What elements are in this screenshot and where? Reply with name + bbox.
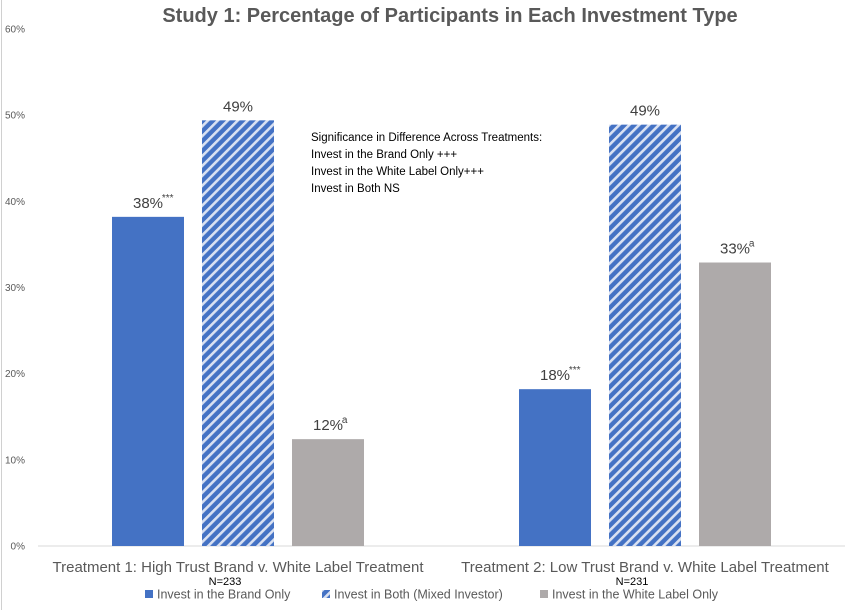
bar-series2-cat1 <box>202 120 274 546</box>
y-tick-label: 0% <box>11 542 26 553</box>
legend-label-3: Invest in the White Label Only <box>552 588 719 602</box>
data-label: 12% <box>313 417 343 434</box>
bars <box>112 120 771 547</box>
annotation-line: Significance in Difference Across Treatm… <box>311 132 542 144</box>
category-label: Treatment 2: Low Trust Brand v. White La… <box>461 559 829 576</box>
annotation-line: Invest in the Brand Only +++ <box>311 149 457 161</box>
chart-title: Study 1: Percentage of Participants in E… <box>162 5 737 27</box>
data-labels: 38%***18%***49% 49%12%a33%a <box>133 98 755 434</box>
legend-label-1: Invest in the Brand Only <box>157 588 291 602</box>
y-tick-label: 20% <box>5 369 25 380</box>
annotation-line: Invest in Both NS <box>311 183 400 195</box>
data-label-superscript: a <box>342 415 348 426</box>
legend-label-2: Invest in Both (Mixed Investor) <box>334 588 503 602</box>
data-label-superscript: a <box>749 239 755 250</box>
y-tick-label: 10% <box>5 455 25 466</box>
sample-size-label: N=231 <box>616 576 649 588</box>
significance-annotation: Significance in Difference Across Treatm… <box>311 132 542 195</box>
bar-series3-cat1 <box>292 439 364 546</box>
y-tick-label: 30% <box>5 283 25 294</box>
y-tick-label: 50% <box>5 111 25 122</box>
sample-size-label: N=233 <box>209 576 242 588</box>
bar-series2-cat2 <box>609 124 681 547</box>
data-label: 18% <box>540 367 570 384</box>
bar-series1-cat1 <box>112 216 184 547</box>
data-label: 38% <box>133 195 163 212</box>
legend-swatch-1 <box>145 590 153 598</box>
bar-series3-cat2 <box>699 262 771 546</box>
annotation-line: Invest in the White Label Only+++ <box>311 166 484 178</box>
category-label: Treatment 1: High Trust Brand v. White L… <box>53 559 425 576</box>
legend-swatch-2 <box>322 590 330 598</box>
data-label: 49% <box>630 103 660 120</box>
x-axis: Treatment 1: High Trust Brand v. White L… <box>53 559 830 588</box>
legend-swatch-3 <box>540 590 548 598</box>
legend: Invest in the Brand Only Invest in Both (… <box>145 588 719 602</box>
y-tick-label: 60% <box>5 25 25 36</box>
data-label: 33% <box>720 241 750 258</box>
data-label: 49% <box>223 98 253 115</box>
data-label-superscript: *** <box>162 193 174 204</box>
y-tick-label: 40% <box>5 197 25 208</box>
data-label-superscript: *** <box>569 365 581 376</box>
bar-series1-cat2 <box>519 389 591 546</box>
